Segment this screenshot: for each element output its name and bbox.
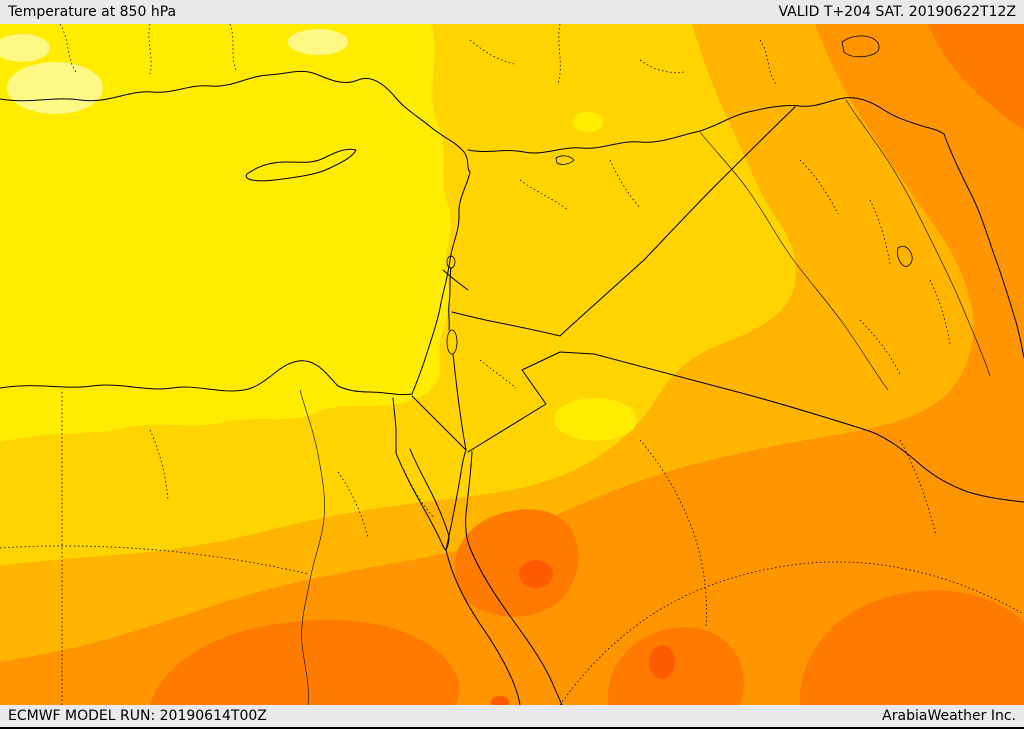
fill-deep-orange-blob-southeast	[799, 590, 1024, 705]
model-run-label: ECMWF MODEL RUN: 20190614T00Z	[8, 708, 267, 724]
admin-line	[869, 199, 891, 265]
admin-line	[59, 24, 77, 73]
lake-assad	[555, 155, 575, 165]
admin-boundaries-dotted	[0, 24, 1024, 705]
jordan-iraq-border	[559, 259, 645, 337]
admin-line	[557, 24, 561, 85]
lebanon-syria-border	[442, 269, 469, 291]
euphrates-river	[699, 131, 889, 391]
turkey-south-border	[467, 97, 945, 154]
fill-yellow-patch-anatolia	[572, 112, 604, 132]
admin-line	[759, 39, 777, 85]
mediterranean-coastline	[0, 70, 471, 396]
coastlines	[0, 70, 563, 705]
suez-canal	[392, 397, 397, 454]
fill-deep-orange-blob-south-center	[607, 627, 744, 705]
admin-line	[519, 179, 569, 211]
gulf-of-suez-east-shore	[409, 448, 450, 537]
egypt-israel-border	[411, 395, 467, 451]
lake-van	[841, 35, 880, 58]
jordan-saudi-border	[467, 351, 595, 453]
gulf-of-suez-west-shore	[395, 452, 444, 547]
admin-line	[149, 429, 169, 501]
gulf-of-aqaba-east-shore	[465, 451, 473, 549]
saudi-iraq-border	[593, 353, 1024, 503]
jordan-river-line	[448, 267, 452, 331]
lakes	[446, 35, 913, 355]
red-sea-east-coast	[469, 547, 563, 705]
fill-deep-orange-ne-corner	[928, 24, 1024, 130]
admin-line	[229, 24, 237, 71]
cyprus-island	[245, 148, 357, 182]
admin-line	[609, 159, 641, 209]
brand-label: ArabiaWeather Inc.	[882, 708, 1016, 724]
fill-yellow-patch-aljawf	[554, 398, 637, 441]
temperature-map-canvas	[0, 24, 1024, 705]
fill-pale-patch-3	[288, 29, 348, 55]
header-bar: Temperature at 850 hPa VALID T+204 SAT. …	[0, 0, 1024, 24]
fill-hotspot-3	[491, 696, 509, 705]
arava-border	[452, 353, 467, 451]
tigris-river	[845, 99, 991, 377]
admin-line	[799, 159, 839, 215]
admin-line	[0, 545, 309, 575]
lake-tharthar	[896, 246, 913, 267]
syria-jordan-border	[451, 311, 561, 337]
dead-sea	[446, 329, 458, 355]
gulf-of-aqaba-west-shore	[445, 449, 467, 551]
admin-line	[148, 24, 152, 75]
admin-line	[479, 359, 517, 389]
fill-hotspot-1	[519, 560, 553, 588]
fill-hotspot-2	[649, 645, 675, 679]
admin-line	[559, 561, 1024, 705]
syria-iraq-border	[643, 106, 796, 261]
admin-line	[469, 39, 515, 65]
admin-line	[337, 471, 369, 539]
fill-pale-patch-2	[0, 34, 50, 62]
fill-pale-patch-1	[7, 62, 103, 114]
rivers	[299, 99, 991, 705]
map-title: Temperature at 850 hPa	[8, 4, 177, 20]
nile-river	[299, 389, 325, 705]
fill-deep-orange-blob-redsea	[455, 509, 579, 617]
red-sea-west-coast	[445, 549, 521, 705]
iraq-iran-border	[943, 133, 1024, 359]
footer-bar: ECMWF MODEL RUN: 20190614T00Z ArabiaWeat…	[0, 705, 1024, 729]
admin-line	[859, 319, 901, 375]
temperature-fill-layers	[0, 24, 1024, 705]
fill-orange-region	[0, 24, 1024, 705]
valid-time-label: VALID T+204 SAT. 20190622T12Z	[778, 4, 1016, 20]
country-borders	[411, 97, 1024, 503]
admin-line	[929, 279, 951, 345]
